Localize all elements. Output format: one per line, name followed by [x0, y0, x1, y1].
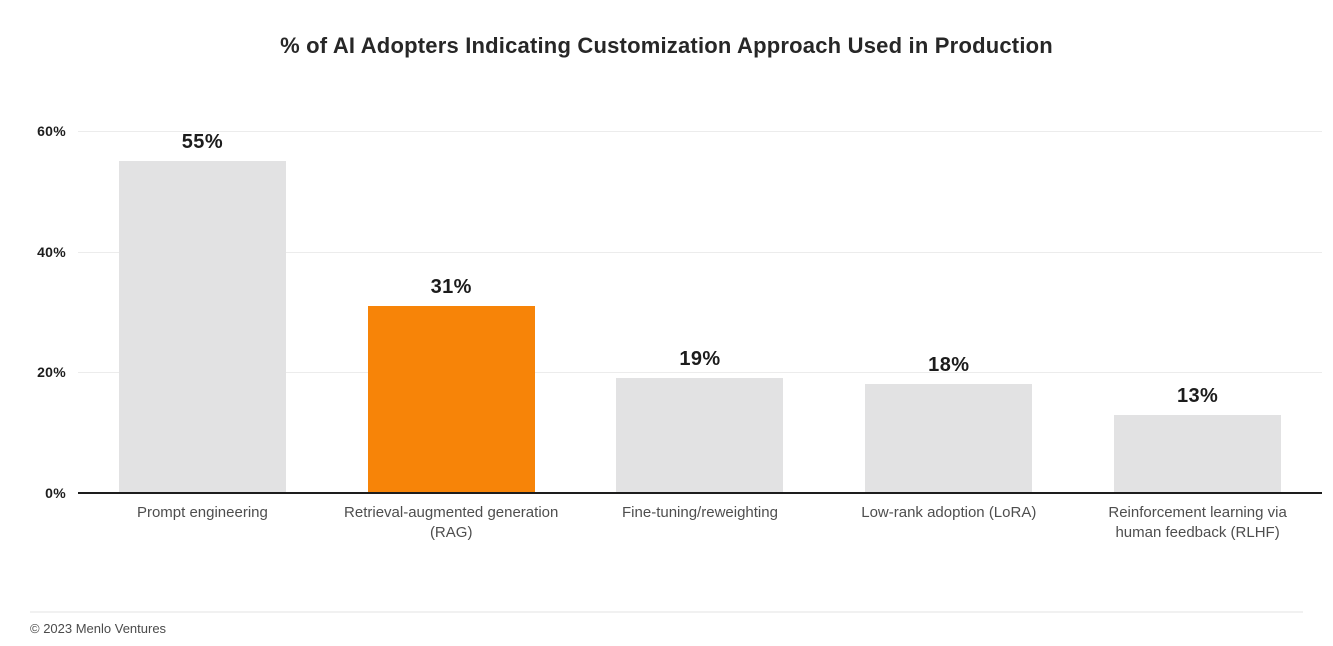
bar-column: 31% [327, 131, 576, 493]
category-label: Prompt engineering [136, 504, 268, 521]
bar [118, 161, 286, 493]
bar-value-label: 19% [679, 348, 721, 371]
bar-column: 55% [78, 131, 327, 493]
x-axis-line [78, 492, 1322, 494]
bar-value-label: 55% [181, 131, 224, 154]
category-label: Fine-tuning/reweighting [622, 504, 778, 521]
y-tick-label: 40% [37, 243, 66, 260]
bar-column: 13% [1073, 131, 1322, 493]
bar-value-label: 18% [928, 354, 970, 377]
footer-divider [30, 611, 1303, 613]
y-axis: 60% 40% 20% 0% [0, 123, 66, 501]
gridline [78, 372, 1322, 374]
y-tick-label: 0% [45, 485, 66, 501]
bar-column: 19% [576, 131, 825, 493]
x-axis-category-labels: Prompt engineering Retrieval-augmented ge… [78, 503, 1322, 544]
copyright-text: © 2023 Menlo Ventures [30, 621, 167, 636]
chart-title: % of AI Adopters Indicating Customizatio… [280, 33, 1053, 58]
y-tick-label: 20% [37, 364, 66, 381]
bar [367, 305, 535, 493]
bar-value-label: 31% [430, 275, 472, 298]
bar-column: 18% [824, 131, 1073, 493]
bar [1114, 414, 1282, 493]
bar-series: 55% 31% 19% 18% 13% [78, 131, 1322, 493]
category-label: Retrieval-augmented generation (RAG) [344, 504, 559, 542]
bar-value-label: 13% [1176, 384, 1219, 407]
gridline [78, 131, 1322, 132]
gridline [78, 251, 1322, 253]
category-label: Reinforcement learning via human feedbac… [1108, 504, 1287, 542]
category-label: Low-rank adoption (LoRA) [861, 504, 1037, 521]
bar [865, 384, 1033, 493]
plot-area: 55% 31% 19% 18% 13% [78, 131, 1322, 494]
y-tick-label: 60% [37, 123, 66, 139]
bar [616, 378, 784, 493]
